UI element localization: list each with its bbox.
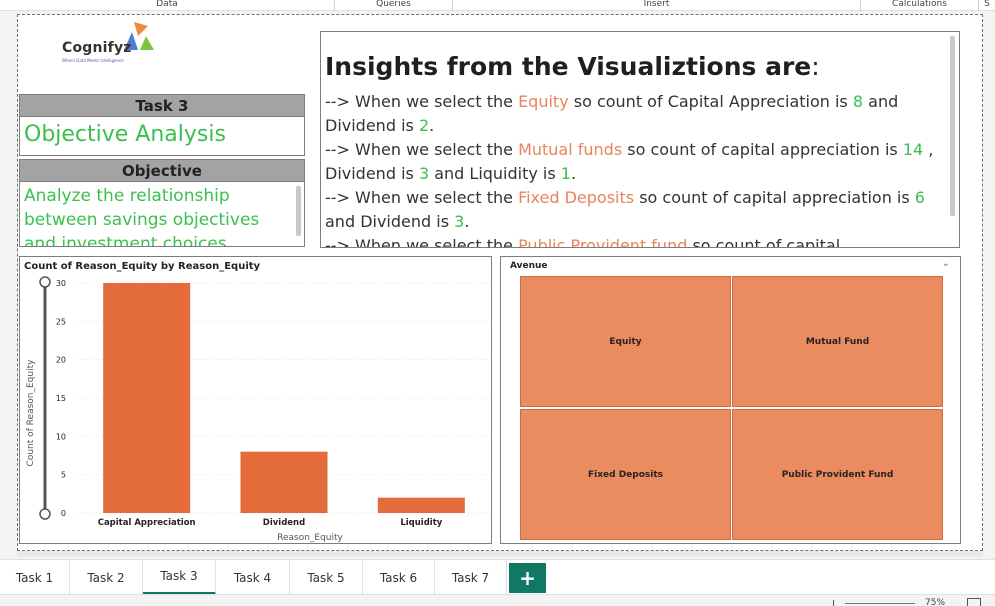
insight-line-prefix: --> When we select the [325,140,519,159]
insight-number: 1 [560,164,571,183]
tab-task-1[interactable]: Task 1 [0,560,70,595]
insights-title: Insights from the Visualiztions are: [325,52,820,81]
objective-scrollbar[interactable] [296,186,301,236]
bar-chart-y-ticks: 0 5 10 15 20 25 30 [56,279,66,518]
x-tick-label: Capital Appreciation [98,518,196,528]
range-slider-bottom-handle[interactable] [39,508,51,520]
zoom-level: 75% [925,598,946,606]
y-tick-label: 0 [61,509,66,518]
ribbon-group-queries[interactable]: Queries [335,0,453,11]
objective-card-text: Analyze the relationship between savings… [24,186,260,247]
insights-title-colon: : [811,52,820,81]
insight-avenue: Public Provident fund [518,236,688,248]
insights-body: --> When we select the Equity so count o… [325,90,941,248]
tab-task-7[interactable]: Task 7 [435,560,507,595]
insight-avenue: Mutual funds [518,140,623,159]
insight-line-prefix: --> When we select the [325,236,519,248]
logo-name: Cognifyz [62,40,132,56]
ribbon-strip: Data Queries Insert Calculations S [0,0,995,11]
insight-text: so count of Capital Appreciation is [568,92,853,111]
insight-text: , Dividend is [325,140,934,183]
task-card-header: Task 3 [20,95,304,117]
insight-text: and Liquidity is [429,164,561,183]
y-tick-label: 25 [56,317,66,326]
y-tick-label: 20 [56,356,66,365]
treemap-title: Avenue [510,261,548,271]
insight-text: . [464,212,470,231]
treemap-tile-mutual-fund[interactable]: Mutual Fund [732,276,943,407]
bar-chart-bars [103,283,465,513]
logo-tagline: Where Data Meets Intelligence [62,58,124,63]
insight-line-prefix: --> When we select the [325,92,519,111]
ribbon-group-insert[interactable]: Insert [453,0,861,11]
insight-number: 14 [902,140,924,159]
bar-dividend[interactable] [240,451,328,513]
insight-text: and Dividend is [325,92,899,135]
treemap-tile-fixed-deposits[interactable]: Fixed Deposits [520,409,731,540]
cognifyz-logo: Cognifyz Where Data Meets Intelligence [60,22,160,67]
tab-task-4[interactable]: Task 4 [216,560,290,595]
tab-task-6[interactable]: Task 6 [363,560,435,595]
insight-line-prefix: --> When we select the [325,188,519,207]
insight-number: 2 [418,116,430,135]
insight-number: 3 [454,212,465,231]
range-slider-top-handle[interactable] [39,276,51,288]
treemap-tile-equity[interactable]: Equity [520,276,731,407]
insight-text: . [570,164,577,183]
logo-triangles-icon [124,22,154,50]
insight-avenue: Equity [518,92,569,111]
page-tabs: Task 1 Task 2 Task 3 Task 4 Task 5 Task … [0,559,995,595]
objective-card: Objective Analyze the relationship betwe… [19,159,305,247]
add-page-button[interactable]: + [509,563,546,593]
status-bar [0,594,995,606]
chevron-down-icon[interactable]: ⌄ [941,258,950,269]
bar-chart-x-ticks: Capital Appreciation Dividend Liquidity [98,518,443,528]
bar-liquidity[interactable] [377,497,465,513]
treemap-visual[interactable]: Avenue ⌄ Equity Mutual Fund Fixed Deposi… [500,256,961,544]
fit-to-page-icon[interactable] [967,598,981,606]
ribbon-group-calculations[interactable]: Calculations [861,0,979,11]
ribbon-group-data[interactable]: Data [0,0,335,11]
y-tick-label: 5 [61,471,66,480]
insight-number: 3 [418,164,430,183]
bar-chart-svg: Count of Reason_Equity by Reason_Equity … [24,261,490,543]
treemap-tile-public-provident-fund[interactable]: Public Provident Fund [732,409,943,540]
x-tick-label: Liquidity [400,518,442,528]
insights-scrollbar[interactable] [950,36,955,216]
bar-chart-y-axis-label: Count of Reason_Equity [26,359,36,467]
tab-task-2[interactable]: Task 2 [70,560,143,595]
insight-text: . [429,116,435,135]
zoom-slider[interactable] [845,603,915,604]
x-tick-label: Dividend [263,518,305,528]
tab-task-5[interactable]: Task 5 [290,560,363,595]
y-tick-label: 10 [56,432,66,441]
insight-text: so count of capital Appreciation [692,236,841,248]
insight-text: and Dividend is [325,212,455,231]
bar-chart-visual[interactable]: Count of Reason_Equity by Reason_Equity … [19,256,492,544]
insights-textbox: Insights from the Visualiztions are: -->… [320,31,960,248]
y-tick-label: 15 [56,394,66,403]
insight-text: so count of capital appreciation is [622,140,903,159]
bar-capital-appreciation[interactable] [103,283,191,513]
y-tick-label: 30 [56,279,66,288]
bar-chart-title: Count of Reason_Equity by Reason_Equity [24,261,261,272]
task-card: Task 3 Objective Analysis [19,94,305,156]
bar-chart-x-axis-label: Reason_Equity [277,533,343,543]
insights-title-text: Insights from the Visualiztions are [325,52,812,81]
insight-number: 6 [914,188,925,207]
ribbon-group-s[interactable]: S [984,0,990,9]
objective-card-header: Objective [20,160,304,182]
insight-avenue: Fixed Deposits [518,188,635,207]
insight-text: so count of capital appreciation is [634,188,915,207]
tab-task-3[interactable]: Task 3 [143,560,216,595]
zoom-minus-tick[interactable] [833,600,834,606]
canvas-bottom-strip [17,551,983,557]
insight-number: 8 [852,92,864,111]
task-card-title: Objective Analysis [24,122,226,147]
